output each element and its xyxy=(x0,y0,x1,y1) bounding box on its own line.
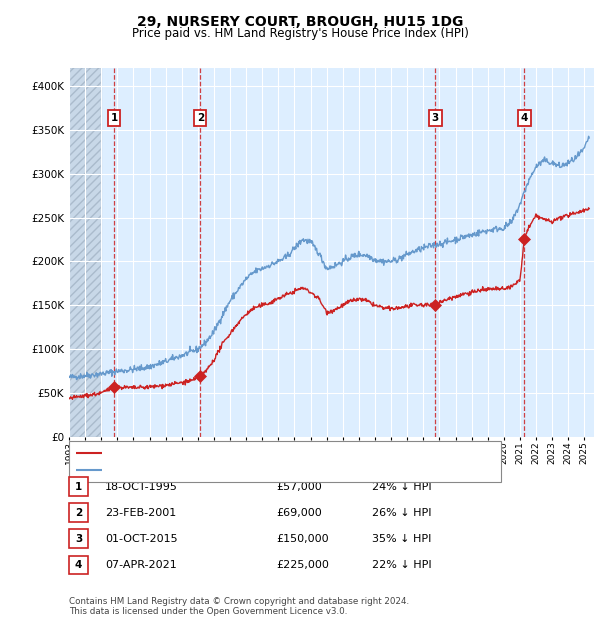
Text: £57,000: £57,000 xyxy=(276,482,322,492)
Bar xyxy=(69,68,101,437)
Bar xyxy=(69,68,101,437)
Text: 1: 1 xyxy=(110,113,118,123)
Text: 35% ↓ HPI: 35% ↓ HPI xyxy=(372,534,431,544)
Text: 29, NURSERY COURT, BROUGH, HU15 1DG: 29, NURSERY COURT, BROUGH, HU15 1DG xyxy=(137,16,463,30)
Text: 26% ↓ HPI: 26% ↓ HPI xyxy=(372,508,431,518)
Text: 1: 1 xyxy=(75,482,82,492)
Text: Contains HM Land Registry data © Crown copyright and database right 2024.: Contains HM Land Registry data © Crown c… xyxy=(69,597,409,606)
Text: 3: 3 xyxy=(432,113,439,123)
Text: 22% ↓ HPI: 22% ↓ HPI xyxy=(372,560,431,570)
Text: £69,000: £69,000 xyxy=(276,508,322,518)
Text: 2: 2 xyxy=(197,113,204,123)
Text: 3: 3 xyxy=(75,534,82,544)
Text: HPI: Average price, detached house, East Riding of Yorkshire: HPI: Average price, detached house, East… xyxy=(105,466,421,476)
Text: 4: 4 xyxy=(75,560,82,570)
Text: 01-OCT-2015: 01-OCT-2015 xyxy=(105,534,178,544)
Text: 07-APR-2021: 07-APR-2021 xyxy=(105,560,177,570)
Text: 18-OCT-1995: 18-OCT-1995 xyxy=(105,482,178,492)
Text: 4: 4 xyxy=(521,113,528,123)
Text: £150,000: £150,000 xyxy=(276,534,329,544)
Text: 29, NURSERY COURT, BROUGH, HU15 1DG (detached house): 29, NURSERY COURT, BROUGH, HU15 1DG (det… xyxy=(105,448,421,458)
Text: £225,000: £225,000 xyxy=(276,560,329,570)
Text: Price paid vs. HM Land Registry's House Price Index (HPI): Price paid vs. HM Land Registry's House … xyxy=(131,27,469,40)
Text: 24% ↓ HPI: 24% ↓ HPI xyxy=(372,482,431,492)
Text: 23-FEB-2001: 23-FEB-2001 xyxy=(105,508,176,518)
Text: This data is licensed under the Open Government Licence v3.0.: This data is licensed under the Open Gov… xyxy=(69,606,347,616)
Text: 2: 2 xyxy=(75,508,82,518)
